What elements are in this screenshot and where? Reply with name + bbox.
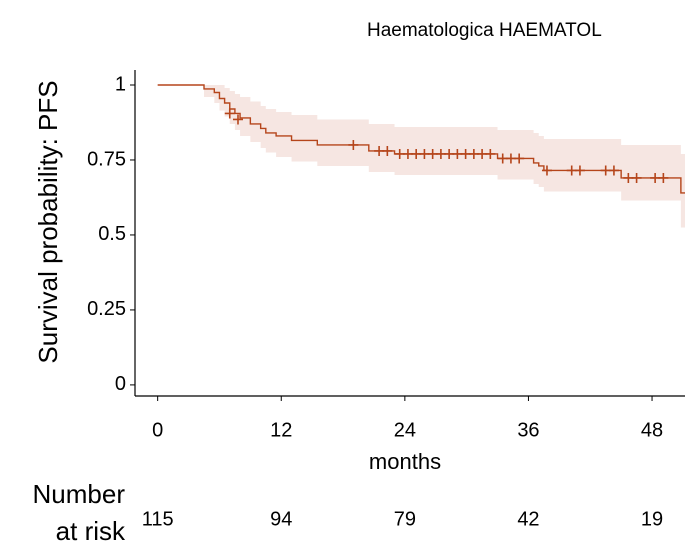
risk-value: 115 (142, 508, 174, 530)
y-axis-label: Survival probability: PFS (33, 80, 63, 363)
y-tick-label: 0.75 (87, 148, 126, 170)
risk-table-title: at risk (56, 516, 126, 546)
x-tick-label: 0 (152, 419, 163, 441)
y-tick-label: 1 (115, 73, 126, 95)
confidence-band (157, 84, 685, 228)
chart-title: Haematologica HAEMATOL (367, 20, 602, 41)
censor-mark (541, 165, 552, 176)
x-tick-label: 36 (517, 419, 539, 441)
risk-value: 79 (394, 508, 416, 530)
risk-value: 42 (517, 508, 539, 530)
censor-mark (224, 108, 235, 119)
censor-mark (382, 145, 393, 156)
x-tick-label: 24 (394, 419, 416, 441)
censor-mark (485, 148, 496, 159)
censor-mark (658, 172, 669, 183)
risk-value: 19 (641, 508, 663, 530)
x-tick-label: 12 (270, 419, 292, 441)
survival-curve (157, 84, 685, 194)
y-tick-label: 0.5 (98, 223, 126, 245)
censor-mark (348, 139, 359, 150)
censor-mark (631, 172, 642, 183)
y-tick-label: 0 (115, 373, 126, 395)
x-tick-label: 48 (641, 419, 663, 441)
risk-table-title: Number (33, 479, 126, 509)
risk-value: 94 (270, 508, 292, 530)
censor-mark (514, 153, 525, 164)
x-axis-label: months (369, 449, 441, 474)
censor-mark (608, 165, 619, 176)
y-tick-label: 0.25 (87, 298, 126, 320)
censor-mark (574, 165, 585, 176)
censor-mark (232, 114, 243, 125)
